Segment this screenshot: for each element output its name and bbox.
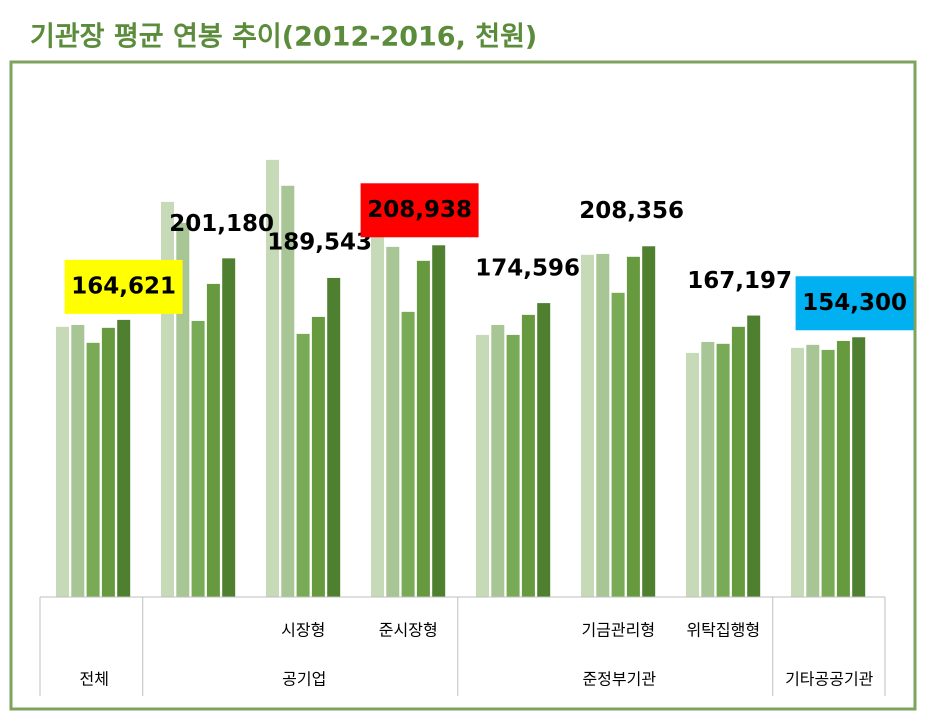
group-label: 공기업	[282, 670, 326, 689]
label-box	[64, 259, 183, 314]
bar	[266, 159, 279, 598]
x-tick-label: 시장형	[281, 621, 325, 640]
bar	[852, 337, 866, 597]
bar	[611, 292, 625, 597]
bar	[537, 303, 551, 597]
bar	[521, 314, 535, 597]
bar	[327, 277, 341, 597]
bar	[176, 222, 190, 598]
bar	[416, 260, 430, 597]
bar	[71, 324, 85, 597]
bar	[222, 258, 236, 597]
x-tick-label: 위탁집행형	[686, 621, 760, 640]
bar	[747, 315, 761, 597]
bar	[581, 254, 594, 598]
bar	[716, 343, 730, 597]
bar	[821, 349, 835, 597]
data-label: 167,197	[687, 268, 792, 294]
bar	[401, 311, 415, 597]
label-box	[360, 183, 479, 238]
bar	[791, 347, 804, 597]
bar	[642, 246, 656, 597]
bar	[191, 320, 205, 597]
bar	[432, 245, 446, 597]
x-tick-label: 준시장형	[379, 621, 438, 640]
bar	[836, 340, 850, 597]
bar	[491, 324, 505, 597]
bar	[117, 319, 131, 597]
x-tick-label: 기금관리형	[581, 621, 655, 640]
bar	[626, 256, 640, 597]
group-label: 전체	[80, 670, 109, 689]
bar	[86, 342, 100, 597]
label-box	[795, 276, 914, 331]
bar	[281, 185, 295, 598]
plot-frame	[9, 60, 917, 711]
data-label: 208,356	[579, 198, 684, 224]
bar	[371, 234, 384, 598]
bar	[806, 344, 820, 597]
bar	[731, 326, 745, 597]
bar	[686, 352, 699, 597]
bar	[506, 334, 520, 597]
bar	[206, 283, 220, 597]
data-label: 189,543	[267, 229, 372, 255]
data-label: 164,621	[71, 273, 176, 299]
bar	[476, 334, 489, 597]
bar	[311, 316, 325, 597]
bar	[101, 327, 115, 597]
group-label: 준정부기관	[582, 670, 656, 689]
bar	[296, 333, 310, 597]
group-label: 기타공공기관	[785, 670, 874, 689]
bar	[596, 253, 610, 598]
bar	[386, 246, 400, 597]
data-label: 208,938	[367, 197, 472, 223]
data-label: 174,596	[475, 256, 580, 282]
bar	[56, 326, 69, 597]
bar	[701, 341, 715, 597]
data-label: 201,180	[169, 211, 274, 237]
chart-title: 기관장 평균 연봉 추이(2012-2016, 천원)	[30, 22, 537, 53]
data-label: 154,300	[802, 290, 907, 316]
